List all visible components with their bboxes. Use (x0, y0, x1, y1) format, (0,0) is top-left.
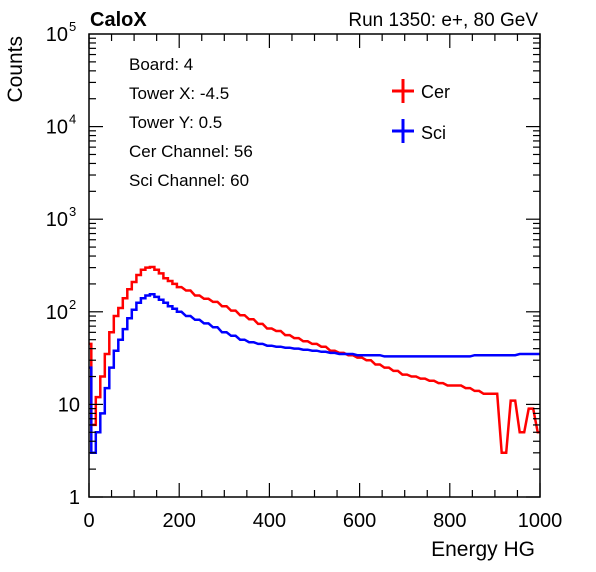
y-tick-label-exponent: 5 (69, 19, 76, 34)
legend: Cer Sci (392, 79, 450, 143)
x-tick-label: 800 (433, 510, 466, 532)
info-tower-x: Tower X: -4.5 (129, 84, 229, 103)
info-cer-channel: Cer Channel: 56 (129, 142, 253, 161)
series-cer-line (89, 265, 540, 455)
legend-cer-label: Cer (421, 82, 450, 102)
x-tick-label: 400 (253, 510, 286, 532)
x-tick-labels: 0 200 400 600 800 1000 (83, 510, 562, 532)
y-tick-label: 10 (46, 302, 68, 324)
x-tick-label: 600 (343, 510, 376, 532)
y-tick-label: 10 (46, 24, 68, 46)
x-tick-label: 200 (163, 510, 196, 532)
y-tick-label: 10 (46, 117, 68, 139)
data-layer (89, 265, 540, 455)
x-axis-title: Energy HG (431, 538, 535, 561)
y-tick-label: 10 (58, 394, 80, 416)
experiment-label: CaloX (90, 9, 147, 31)
series-sci-line (89, 292, 540, 455)
plot-frame (88, 33, 541, 498)
y-tick-label: 1 (69, 487, 80, 509)
y-axis-title: Counts (4, 36, 27, 103)
info-tower-y: Tower Y: 0.5 (129, 113, 222, 132)
info-board: Board: 4 (129, 55, 193, 74)
y-tick-label-exponent: 4 (69, 112, 76, 127)
x-tick-label: 0 (83, 510, 94, 532)
info-sci-channel: Sci Channel: 60 (129, 171, 249, 190)
y-tick-label-exponent: 3 (69, 204, 76, 219)
x-tick-label: 1000 (518, 510, 563, 532)
run-info-label: Run 1350: e+, 80 GeV (348, 10, 538, 31)
legend-sci-label: Sci (421, 123, 446, 143)
axis-ticks (88, 34, 541, 498)
y-tick-label-exponent: 2 (69, 297, 76, 312)
y-tick-label: 10 (46, 209, 68, 231)
